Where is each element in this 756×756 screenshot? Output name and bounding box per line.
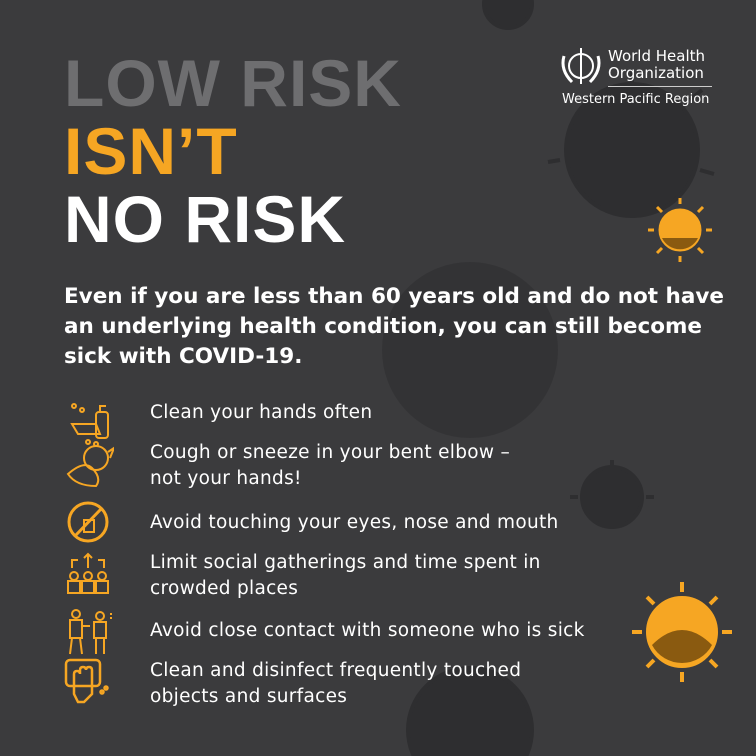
tip-text: crowded places [150, 578, 299, 599]
who-logo: World Health Organization Western Pacific… [556, 46, 712, 107]
tip-text: Limit social gatherings and time spent i… [150, 552, 541, 573]
tip-item: Cough or sneeze in your bent elbow – not… [64, 440, 684, 492]
headline-line2: ISN’T [64, 114, 238, 188]
tip-text: Avoid touching your eyes, nose and mouth [150, 512, 559, 533]
virus-icon [382, 262, 558, 438]
tip-item: Avoid touching your eyes, nose and mouth [64, 500, 684, 552]
logo-name-line1: World Health [608, 47, 706, 65]
tip-item: Clean your hands often [64, 398, 684, 450]
tip-text: Clean and disinfect frequently touched [150, 660, 522, 681]
tip-text: objects and surfaces [150, 686, 348, 707]
surface-cleaning-icon [64, 658, 109, 704]
tip-item: Clean and disinfect frequently touched o… [64, 658, 684, 710]
logo-divider [608, 86, 712, 87]
crowd-dispersing-icon [67, 552, 109, 594]
tip-item: Limit social gatherings and time spent i… [64, 550, 684, 602]
tip-text: not your hands! [150, 468, 302, 489]
virus-icon [547, 70, 715, 218]
virus-icon [482, 0, 534, 30]
subheading: Even if you are less than 60 years old a… [64, 284, 724, 369]
tip-text: Clean your hands often [150, 402, 373, 423]
tip-text: Cough or sneeze in your bent elbow – [150, 442, 511, 463]
headline-line3: NO RISK [64, 182, 347, 256]
sick-contact-icon [69, 609, 112, 655]
logo-region: Western Pacific Region [562, 92, 710, 107]
tip-item: Avoid close contact with someone who is … [64, 606, 684, 658]
headline-line1: LOW RISK [64, 46, 402, 120]
virus-icon [570, 460, 654, 529]
logo-name-line2: Organization [608, 64, 704, 82]
no-face-touching-icon [67, 501, 109, 543]
tip-text: Avoid close contact with someone who is … [150, 620, 585, 641]
virus-icon [406, 666, 534, 756]
who-emblem-icon [561, 48, 601, 84]
orange-virus-icon [648, 198, 712, 262]
sneeze-elbow-icon [66, 445, 114, 488]
orange-virus-icon [632, 582, 732, 682]
